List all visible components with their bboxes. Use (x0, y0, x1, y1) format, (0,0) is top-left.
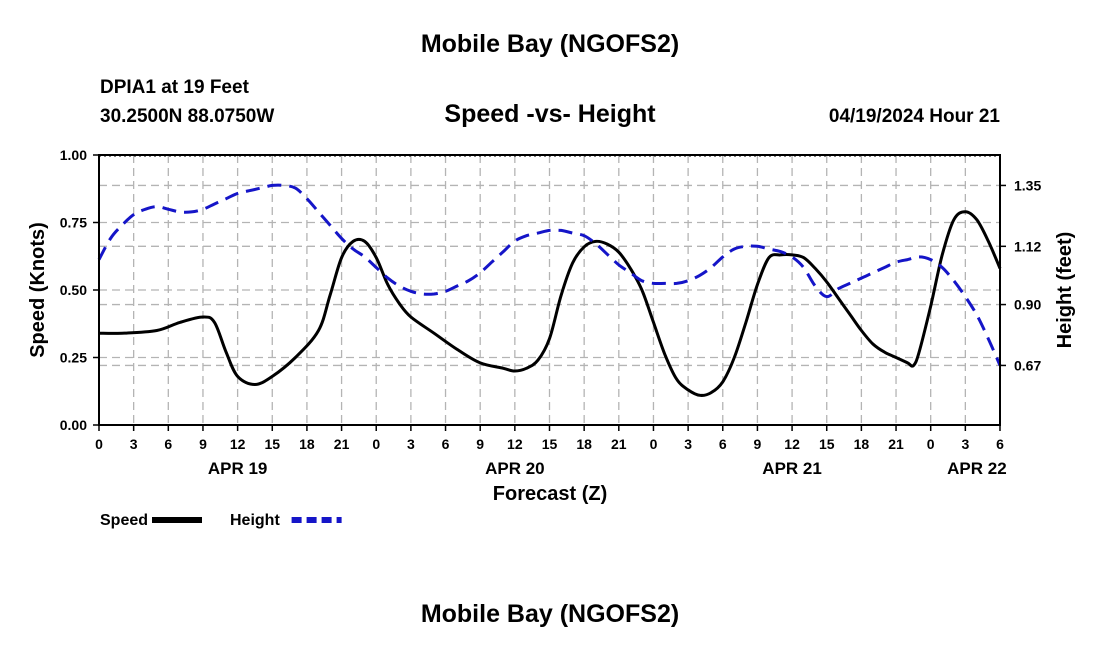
x-tick-label: 15 (264, 436, 280, 452)
station-coordinates: 30.2500N 88.0750W (100, 106, 275, 127)
x-tick-label: 9 (476, 436, 484, 452)
legend-label-speed: Speed (100, 512, 148, 529)
left-tick-label: 0.50 (60, 282, 87, 298)
x-tick-label: 6 (442, 436, 450, 452)
x-tick-label: 3 (961, 436, 969, 452)
x-tick-label: 3 (407, 436, 415, 452)
date-label: APR 21 (762, 459, 822, 478)
left-tick-label: 0.25 (60, 350, 87, 366)
x-axis-label: Forecast (Z) (493, 483, 607, 505)
left-axis-label: Speed (Knots) (27, 222, 49, 358)
x-tick-label: 3 (130, 436, 138, 452)
height-series-line (97, 183, 1002, 366)
x-tick-label: 0 (927, 436, 935, 452)
chart-subtitle: Speed -vs- Height (444, 100, 656, 128)
x-tick-label: 21 (611, 436, 627, 452)
x-tick-label: 21 (334, 436, 350, 452)
x-tick-label: 3 (684, 436, 692, 452)
x-tick-label: 18 (299, 436, 315, 452)
x-tick-label: 0 (372, 436, 380, 452)
x-tick-label: 15 (542, 436, 558, 452)
left-tick-label: 0.00 (60, 417, 87, 433)
left-tick-label: 0.75 (60, 215, 87, 231)
right-tick-label: 1.12 (1014, 238, 1041, 254)
right-axis-label: Height (feet) (1054, 232, 1076, 349)
right-tick-label: 0.90 (1014, 297, 1041, 313)
speed-series-line (98, 210, 1002, 397)
x-tick-label: 6 (996, 436, 1004, 452)
x-tick-label: 21 (888, 436, 904, 452)
chart-title: Mobile Bay (NGOFS2) (420, 30, 680, 58)
x-tick-label: 15 (819, 436, 835, 452)
left-tick-label: 1.00 (60, 147, 87, 163)
legend-label-height: Height (230, 512, 280, 529)
x-tick-label: 6 (164, 436, 172, 452)
x-tick-label: 9 (199, 436, 207, 452)
forecast-timestamp: 04/19/2024 Hour 21 (828, 106, 1000, 127)
right-tick-label: 1.35 (1014, 177, 1041, 193)
x-tick-label: 12 (230, 436, 246, 452)
footer-title: Mobile Bay (NGOFS2) (420, 600, 680, 628)
x-tick-label: 0 (95, 436, 103, 452)
date-label: APR 19 (208, 459, 268, 478)
x-tick-label: 12 (507, 436, 523, 452)
x-tick-label: 0 (650, 436, 658, 452)
x-tick-label: 18 (576, 436, 592, 452)
x-tick-label: 9 (754, 436, 762, 452)
date-label: APR 20 (485, 459, 545, 478)
x-tick-label: 18 (854, 436, 870, 452)
station-label: DPIA1 at 19 Feet (100, 77, 249, 98)
x-tick-label: 12 (784, 436, 800, 452)
date-label: APR 22 (947, 459, 1007, 478)
x-tick-label: 6 (719, 436, 727, 452)
right-tick-label: 0.67 (1014, 357, 1041, 373)
